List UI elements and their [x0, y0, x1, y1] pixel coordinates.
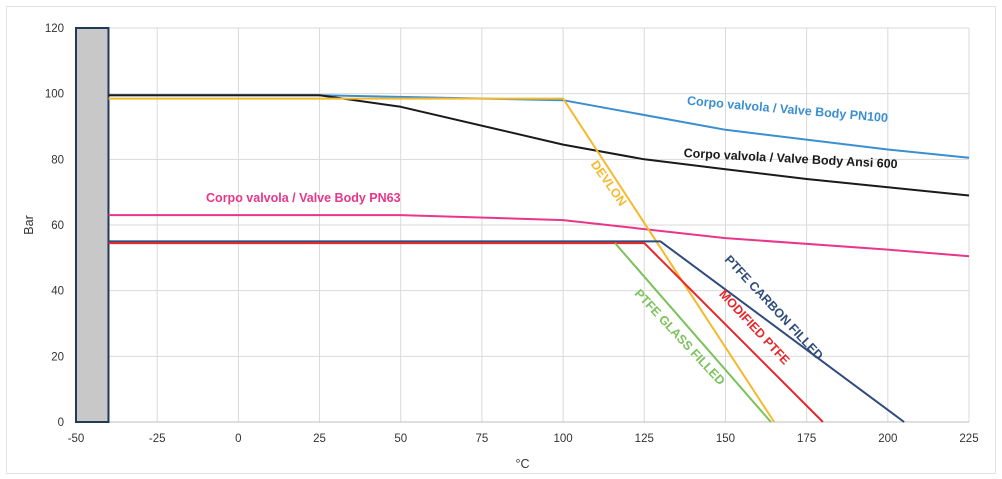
x-tick-label: 225	[959, 433, 978, 445]
y-tick-label: 0	[58, 417, 64, 429]
y-tick-label: 40	[51, 286, 64, 298]
series-line-modified-ptfe	[108, 242, 824, 423]
y-axis-title: Bar	[22, 215, 36, 234]
x-tick-label: 175	[797, 433, 816, 445]
x-tick-label: 50	[394, 433, 407, 445]
x-tick-label: 75	[476, 433, 489, 445]
y-tick-label: 20	[51, 351, 64, 363]
x-tick-label: 0	[235, 433, 241, 445]
curve-label-devlon: DEVLON	[588, 158, 629, 209]
x-tick-label: 150	[716, 433, 735, 445]
shaded-region	[75, 27, 110, 423]
series-line-ptfe-glass-filled	[614, 242, 772, 423]
x-tick-label: 100	[553, 433, 572, 445]
series-line-corpo-valvola-valve-body-pn100	[108, 94, 970, 159]
curve-label-corpo-valvola-valve-body-pn100: Corpo valvola / Valve Body PN100	[687, 94, 889, 126]
x-tick-label: 25	[313, 433, 326, 445]
x-tick-label: 200	[878, 433, 897, 445]
series-line-ptfe-carbon-filled	[108, 240, 905, 423]
chart-frame	[6, 6, 996, 474]
y-tick-label: 80	[51, 154, 64, 166]
x-axis-title: °C	[515, 457, 529, 471]
series-line-devlon	[108, 97, 776, 423]
y-tick-label: 100	[45, 89, 64, 101]
series-line-corpo-valvola-valve-body-pn63	[108, 214, 970, 258]
curve-label-ptfe-glass-filled: PTFE GLASS FILLED	[632, 286, 728, 387]
x-tick-label: -50	[68, 433, 85, 445]
x-tick-label: -25	[149, 433, 166, 445]
curve-label-corpo-valvola-valve-body-pn63: Corpo valvola / Valve Body PN63	[206, 191, 401, 205]
x-tick-label: 125	[635, 433, 654, 445]
y-tick-label: 60	[51, 220, 64, 232]
y-tick-label: 120	[45, 23, 64, 35]
